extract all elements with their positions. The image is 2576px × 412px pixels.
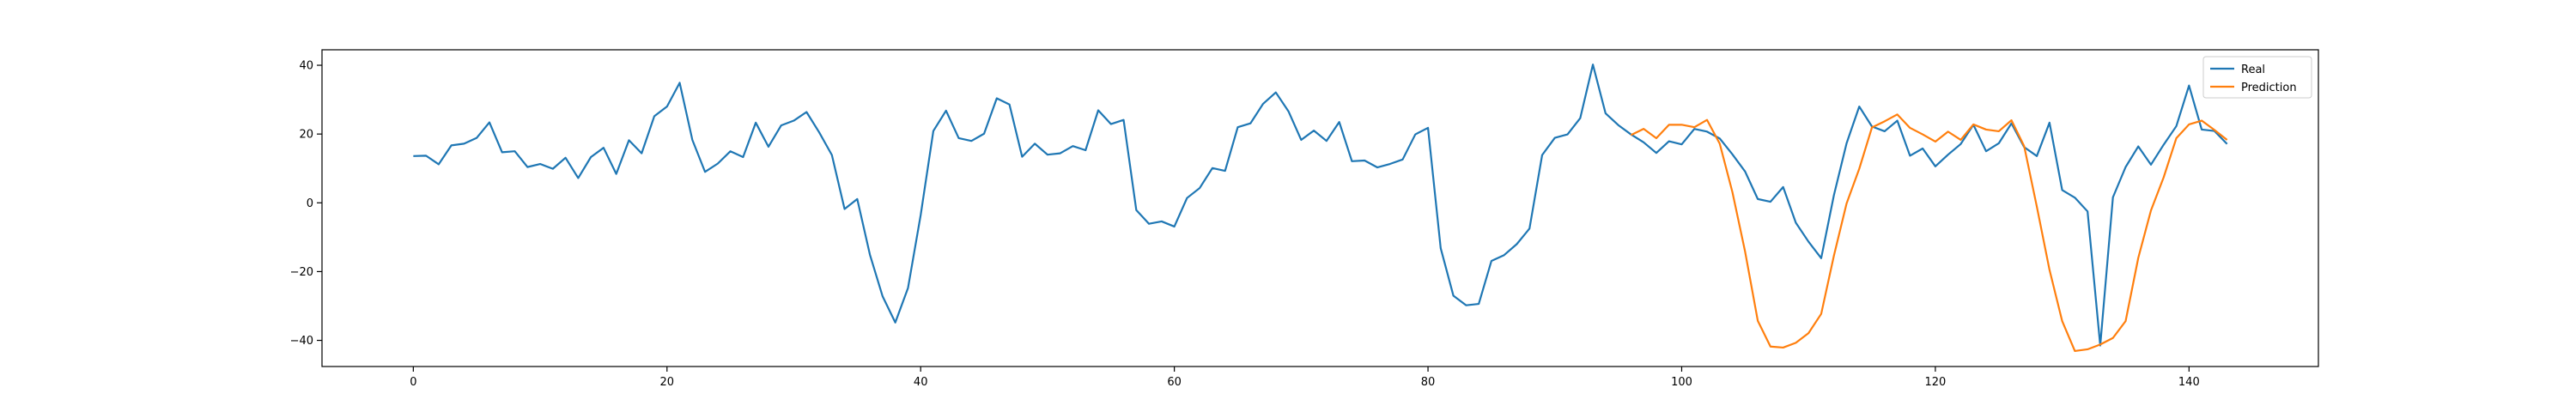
x-tick-label: 120 (1924, 376, 1946, 389)
y-tick-label: 20 (299, 129, 313, 142)
legend-label-real: Real (2241, 64, 2265, 76)
x-tick-label: 80 (1421, 376, 1436, 389)
x-tick-label: 0 (410, 376, 416, 389)
x-tick-label: 60 (1167, 376, 1182, 389)
series-line-prediction (1630, 113, 2228, 353)
plot-frame (321, 49, 2319, 367)
x-tick-label: 40 (914, 376, 928, 389)
y-tick-label: 40 (299, 60, 313, 73)
series-line-real (413, 64, 2228, 347)
y-tick-label: 0 (307, 197, 313, 210)
y-tick-label: −20 (290, 266, 313, 279)
x-tick-label: 100 (1671, 376, 1692, 389)
axes: 0 20 40 60 80 100 120 140 −40 −20 0 20 40 (290, 49, 2319, 389)
x-tick-label: 20 (660, 376, 675, 389)
plot-area (413, 64, 2228, 353)
y-tick-label: −40 (290, 335, 313, 348)
x-tick-label: 140 (2178, 376, 2200, 389)
legend: Real Prediction (2202, 56, 2312, 99)
legend-label-prediction: Prediction (2241, 82, 2297, 94)
